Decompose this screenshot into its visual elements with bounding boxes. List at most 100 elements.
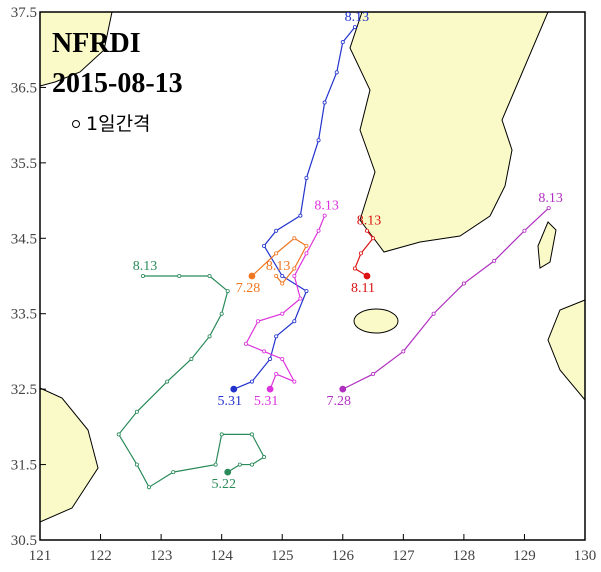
daily-point	[401, 349, 406, 354]
daily-point	[334, 70, 339, 75]
start-point	[230, 385, 238, 393]
x-tick-label: 124	[210, 548, 233, 564]
x-tick-label: 129	[513, 548, 536, 564]
daily-point	[292, 379, 297, 384]
daily-point	[371, 372, 376, 377]
land	[39, 11, 586, 523]
daily-point	[492, 258, 497, 263]
end-label: 8.13	[538, 191, 563, 206]
start-label: 5.31	[218, 394, 243, 409]
end-label: 8.13	[345, 10, 370, 25]
x-tick-label: 125	[271, 548, 294, 564]
daily-point	[262, 349, 267, 354]
daily-point	[292, 266, 297, 271]
daily-point	[219, 311, 224, 316]
start-label: 8.11	[351, 281, 375, 296]
daily-point	[322, 100, 327, 105]
x-tick-label: 130	[574, 548, 597, 564]
daily-point	[165, 379, 170, 384]
daily-point	[249, 432, 254, 437]
daily-point	[207, 334, 212, 339]
kyushu	[547, 299, 586, 402]
daily-point	[274, 228, 279, 233]
daily-point	[304, 175, 309, 180]
end-label: 8.13	[357, 214, 382, 229]
daily-point	[134, 462, 139, 467]
daily-point	[280, 311, 285, 316]
y-tick-label: 30.5	[11, 533, 37, 549]
daily-point	[358, 251, 363, 256]
track	[117, 275, 265, 489]
daily-point	[280, 281, 285, 286]
end-label: 8.13	[266, 259, 291, 274]
track	[233, 26, 356, 390]
daily-point	[268, 356, 273, 361]
daily-point	[371, 236, 376, 241]
daily-point	[298, 296, 303, 301]
daily-point	[352, 266, 357, 271]
daily-point	[461, 281, 466, 286]
daily-point	[146, 485, 151, 490]
track	[245, 215, 326, 390]
daily-point	[249, 379, 254, 384]
daily-point	[431, 311, 436, 316]
daily-point	[316, 228, 321, 233]
china-south	[39, 387, 99, 523]
jeju	[353, 308, 399, 334]
y-tick-label: 36.5	[11, 80, 37, 96]
daily-point	[292, 319, 297, 324]
daily-point	[522, 228, 527, 233]
daily-point	[316, 138, 321, 143]
subtitle: 2015-08-13	[52, 68, 183, 99]
end-label: 8.13	[314, 199, 339, 214]
daily-point	[207, 273, 212, 278]
daily-point	[304, 243, 309, 248]
daily-point	[274, 251, 279, 256]
daily-point	[255, 319, 260, 324]
x-tick-label: 126	[332, 548, 355, 564]
daily-point	[171, 470, 176, 475]
daily-point	[304, 251, 309, 256]
daily-point	[225, 289, 230, 294]
start-label: 5.22	[211, 477, 236, 492]
start-label: 7.28	[327, 394, 352, 409]
daily-point	[213, 462, 218, 467]
daily-point	[140, 273, 145, 278]
start-label: 7.28	[236, 281, 261, 296]
daily-point	[292, 273, 297, 278]
daily-point	[237, 462, 242, 467]
start-label: 5.31	[254, 394, 279, 409]
start-point	[266, 385, 274, 393]
start-point	[248, 272, 256, 280]
title: NFRDI	[52, 28, 141, 59]
y-tick-label: 31.5	[11, 458, 37, 474]
start-point	[224, 468, 232, 476]
daily-point	[322, 213, 327, 218]
daily-point	[262, 243, 267, 248]
daily-point	[274, 334, 279, 339]
x-tick-label: 127	[392, 548, 415, 564]
daily-point	[280, 356, 285, 361]
tsushima	[537, 221, 557, 269]
legend-text: 1일간격	[86, 113, 151, 135]
daily-point	[340, 40, 345, 45]
daily-point	[304, 289, 309, 294]
y-tick-label: 32.5	[11, 382, 37, 398]
y-tick-label: 33.5	[11, 307, 37, 323]
daily-point	[249, 462, 254, 467]
daily-point	[298, 213, 303, 218]
daily-point	[243, 341, 248, 346]
track	[342, 207, 550, 390]
start-point	[363, 272, 371, 280]
daily-point	[274, 372, 279, 377]
y-tick-label: 34.5	[11, 231, 37, 247]
daily-point	[352, 25, 357, 30]
daily-point	[364, 228, 369, 233]
korea	[349, 11, 549, 253]
daily-point	[262, 455, 267, 460]
x-tick-label: 121	[29, 548, 52, 564]
legend-marker	[72, 120, 80, 128]
daily-point	[292, 236, 297, 241]
daily-point	[116, 432, 121, 437]
daily-point	[189, 356, 194, 361]
